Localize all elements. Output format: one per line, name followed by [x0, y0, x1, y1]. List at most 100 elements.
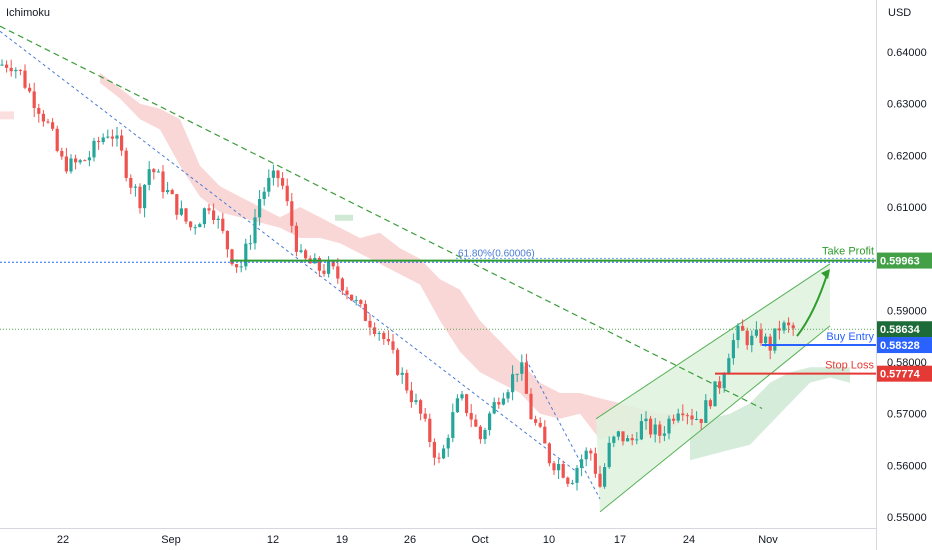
- plot-area: [0, 0, 876, 528]
- candle: [271, 164, 275, 186]
- candle: [593, 447, 597, 478]
- candle-body: [474, 419, 478, 427]
- x-tick-label: 19: [336, 534, 348, 546]
- candle: [345, 286, 349, 300]
- candle-body: [557, 464, 561, 471]
- candle-body: [327, 261, 331, 274]
- candle: [235, 263, 239, 273]
- candle: [465, 393, 469, 417]
- candle: [405, 369, 409, 394]
- candle: [584, 447, 588, 467]
- candle: [492, 397, 496, 415]
- price-axis[interactable]: 0.64000 0.63000 0.62000 0.61000 0.59000 0.580…: [887, 47, 927, 524]
- candle-body: [598, 473, 602, 487]
- candle: [23, 64, 27, 90]
- candle: [708, 398, 712, 409]
- x-tick-label: 12: [267, 534, 279, 546]
- candle: [437, 452, 441, 464]
- candle: [621, 431, 625, 446]
- candle-body: [304, 250, 308, 259]
- channel-lower-line: [599, 325, 831, 513]
- candle-body: [60, 150, 64, 157]
- candle: [110, 129, 114, 147]
- price-levels: 61.80%(0.60006) Take Profit Buy Entry Stop …: [0, 246, 932, 382]
- candle-body: [764, 336, 768, 344]
- candle-body: [74, 158, 78, 163]
- candle-body: [580, 459, 584, 468]
- candle-body: [437, 457, 441, 459]
- candle-body: [570, 482, 574, 484]
- candle-body: [37, 107, 41, 114]
- candle: [451, 403, 455, 443]
- candle-body: [189, 221, 193, 228]
- candle: [524, 353, 528, 394]
- candle: [129, 174, 133, 195]
- candle-body: [773, 328, 777, 351]
- candle-body: [18, 69, 22, 71]
- candle-body: [248, 243, 252, 245]
- candle-body: [731, 340, 735, 359]
- candle: [506, 389, 510, 403]
- candle-body: [690, 415, 694, 420]
- candle: [639, 413, 643, 441]
- candle: [41, 109, 45, 127]
- candle-body: [506, 392, 510, 399]
- candle: [777, 320, 781, 340]
- x-tick-label: 17: [614, 534, 626, 546]
- candle: [198, 222, 202, 228]
- candle-body: [120, 135, 124, 151]
- candle: [166, 181, 170, 195]
- candle: [37, 103, 41, 123]
- candle-body: [520, 362, 524, 374]
- candle: [92, 137, 96, 162]
- candle-body: [649, 418, 653, 435]
- y-tick-label: 0.59000: [887, 305, 927, 317]
- candle-body: [202, 208, 206, 225]
- candle: [78, 158, 82, 165]
- candle-body: [147, 169, 151, 185]
- time-axis[interactable]: 22 Sep 12 19 26 Oct 10 17 24 Nov: [57, 534, 778, 546]
- candle-body: [607, 442, 611, 468]
- candle: [561, 460, 565, 479]
- candle: [262, 187, 266, 206]
- last-price-badge-bg: [877, 321, 932, 338]
- candle: [225, 230, 229, 258]
- candle-body: [354, 300, 358, 302]
- candle-body: [55, 128, 59, 151]
- candle-body: [603, 467, 607, 487]
- candle: [759, 323, 763, 346]
- candle: [396, 347, 400, 377]
- candle: [511, 365, 515, 401]
- candle: [690, 408, 694, 426]
- candle-body: [299, 250, 303, 252]
- candle: [543, 420, 547, 444]
- candle-body: [198, 224, 202, 228]
- candle: [239, 262, 243, 273]
- candle-body: [745, 330, 749, 346]
- blue-dotted-trendline: [0, 30, 576, 471]
- candle-body: [83, 160, 87, 162]
- ascending-channel: [595, 263, 831, 513]
- candle: [736, 323, 740, 349]
- candle: [745, 327, 749, 350]
- candle: [589, 448, 593, 461]
- candle: [442, 444, 446, 460]
- candle-body: [423, 413, 427, 419]
- target-arrow-shaft: [796, 271, 829, 337]
- candle-body: [230, 249, 234, 265]
- candle: [60, 147, 64, 160]
- candle-body: [46, 121, 50, 123]
- x-tick-label: Oct: [471, 534, 488, 546]
- candle-body: [124, 150, 128, 178]
- candle-body: [736, 325, 740, 341]
- candle-body: [0, 64, 4, 66]
- candle: [87, 151, 91, 167]
- candle-body: [97, 140, 101, 143]
- candle: [147, 161, 151, 191]
- candle-body: [115, 135, 119, 139]
- candle-body: [152, 169, 156, 173]
- candle-body: [377, 332, 381, 334]
- candle-body: [639, 421, 643, 440]
- candle-body: [432, 441, 436, 458]
- candle: [529, 388, 533, 420]
